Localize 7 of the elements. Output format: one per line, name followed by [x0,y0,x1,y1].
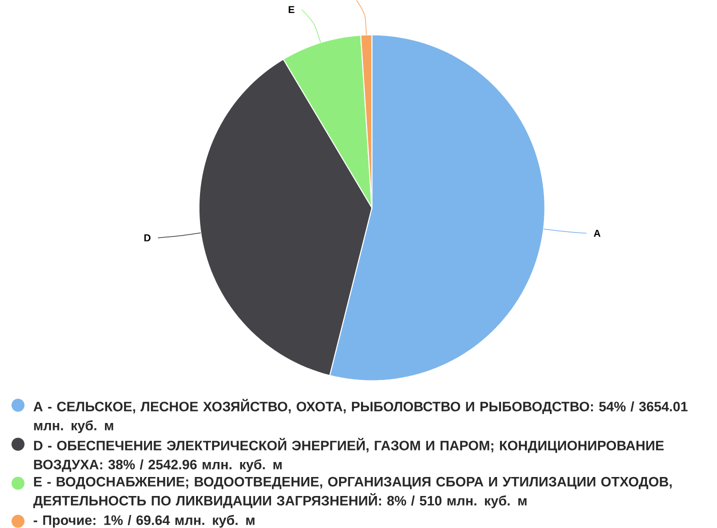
legend-label: A - СЕЛЬСКОЕ, ЛЕСНОЕ ХОЗЯЙСТВО, ОХОТА, РЫБОЛОВСТВО И РЫБОВОДСТВО: 54% / 3654.01 млн. куб. м [34,399,688,434]
text: D [144,234,150,242]
legend-label: - Прочие: 1% / 69.64 млн. куб. м [34,515,254,528]
text: E [288,6,294,14]
text: A [594,230,600,237]
legend-label: D - ОБЕСПЕЧЕНИЕ ЭЛЕКТРИЧЕСКОЙ ЭНЕРГИЕЙ, ГАЗОМ И ПАРОМ; КОНДИЦИОНИРОВАНИЕ ВОЗДУХА: 38% / 2542.96 млн. куб. м [34,438,664,472]
legend-label: E - ВОДОСНАБЖЕНИЕ; ВОДООТВЕДЕНИЕ, ОРГАНИЗАЦИЯ СБОРА И УТИЛИЗАЦИИ ОТХОДОВ, ДЕЯТЕЛЬНОСТЬ ПО ЛИКВИДАЦИИ ЗАГРЯЗНЕНИЙ: 8% / 510 млн. куб. м [33,477,672,508]
